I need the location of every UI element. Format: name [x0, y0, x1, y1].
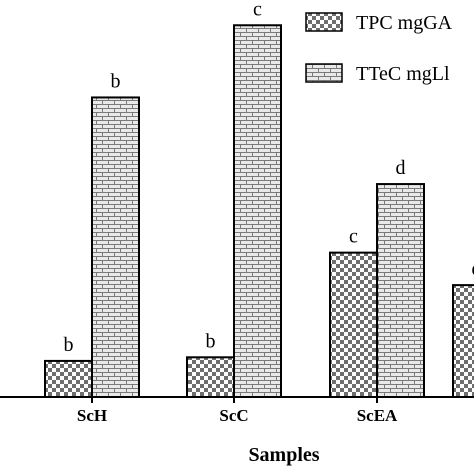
legend-label: TPC mgGA [356, 12, 453, 34]
bar-tpc-group4 [452, 284, 474, 399]
x-ticks: ScH ScC ScEA [77, 397, 398, 425]
x-tick-label: ScC [219, 406, 248, 425]
legend: TPC mgGA TTeC mgLl [305, 12, 453, 85]
x-tick-label: ScEA [357, 406, 398, 425]
bar-tpc-scea [329, 251, 378, 398]
legend-swatch [305, 12, 343, 32]
x-axis-title: Samples [248, 444, 319, 466]
significance-letter: b [64, 334, 74, 356]
bars-layer: b b b c c d d [44, 0, 474, 399]
significance-letter: d [396, 157, 406, 179]
significance-letter: b [206, 330, 216, 352]
bar-tpc-scc [186, 356, 235, 398]
legend-swatch [305, 63, 343, 83]
bar-tpc-sch [44, 359, 93, 398]
bar-ttec-scc [233, 24, 282, 398]
x-tick-label: ScH [77, 406, 107, 425]
legend-label: TTeC mgLl [356, 63, 450, 85]
significance-letter: c [253, 0, 262, 20]
significance-letter: c [349, 226, 358, 248]
significance-letter: b [111, 70, 121, 92]
bar-ttec-scea [376, 183, 425, 398]
bar-ttec-sch [91, 96, 140, 398]
significance-letter: d [472, 258, 474, 280]
